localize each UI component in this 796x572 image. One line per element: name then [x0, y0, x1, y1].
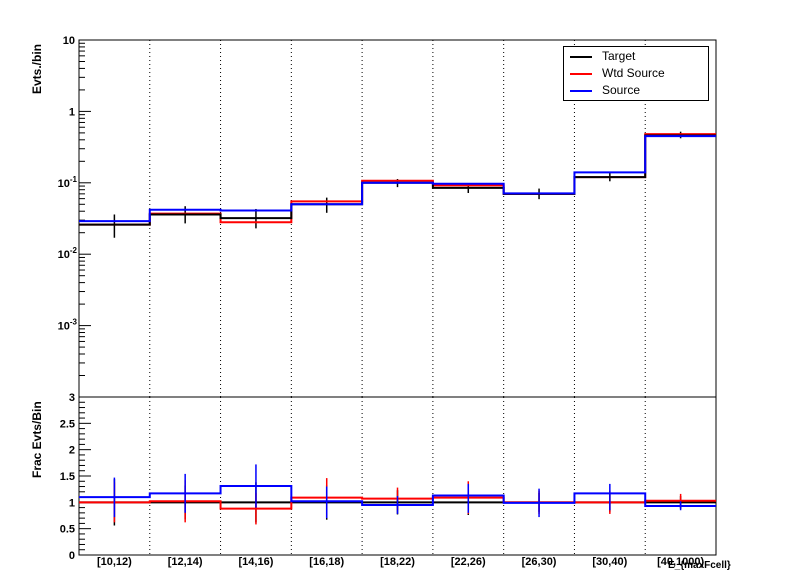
top-y-tick-label: 10-2 — [58, 246, 78, 261]
legend-item-wtd-source: Wtd Source — [564, 65, 708, 83]
top-source-histogram — [79, 135, 716, 223]
legend-item-source: Source — [564, 82, 708, 100]
x-category-label: [14,16) — [238, 556, 274, 568]
x-category-label: [12,14) — [167, 556, 203, 568]
x-category-label: [40,1000) — [657, 556, 705, 568]
legend-swatch-target — [570, 56, 592, 58]
legend-label-target: Target — [602, 49, 636, 63]
x-category-label: [16,18) — [309, 556, 345, 568]
x-category-label: [26,30) — [521, 556, 557, 568]
bottom-y-tick-label: 1 — [69, 497, 75, 509]
bottom-y-tick-label: 3 — [69, 392, 75, 404]
legend-label-wtd-source: Wtd Source — [602, 66, 665, 80]
legend: Target Wtd Source Source — [563, 46, 709, 101]
bottom-y-tick-label: 2.5 — [60, 418, 75, 430]
legend-swatch-source — [570, 90, 592, 92]
bottom-y-tick-label: 2 — [69, 445, 75, 457]
x-axis-label: E_{maxFcell} — [668, 560, 731, 571]
bottom-plot-frame — [78, 396, 717, 556]
top-y-tick-label: 10 — [63, 35, 75, 47]
x-category-label: [18,22) — [380, 556, 415, 568]
bottom-y-tick-label: 0.5 — [60, 524, 75, 536]
legend-swatch-wtd-source — [570, 73, 592, 75]
x-axis-label-text: E_{maxFcell} — [668, 560, 731, 571]
top-y-tick-label: 1 — [69, 106, 75, 118]
top-y-axis-label: Evts./bin — [30, 43, 44, 94]
top-y-tick-label: 10-3 — [58, 318, 78, 333]
bottom-y-axis-label: Frac Evts/Bin — [30, 401, 44, 478]
bottom-y-tick-label: 1.5 — [60, 471, 75, 483]
x-category-label: [22,26) — [450, 556, 486, 568]
x-category-label: [30,40) — [592, 556, 628, 568]
legend-label-source: Source — [602, 83, 641, 97]
legend-item-target: Target — [564, 48, 708, 66]
bottom-y-tick-label: 0 — [69, 550, 75, 562]
bottom-wtd-source-histogram — [79, 496, 716, 510]
x-category-label: [10,12) — [96, 556, 132, 568]
bottom-source-histogram — [79, 485, 716, 508]
top-y-tick-label: 10-1 — [58, 175, 78, 190]
